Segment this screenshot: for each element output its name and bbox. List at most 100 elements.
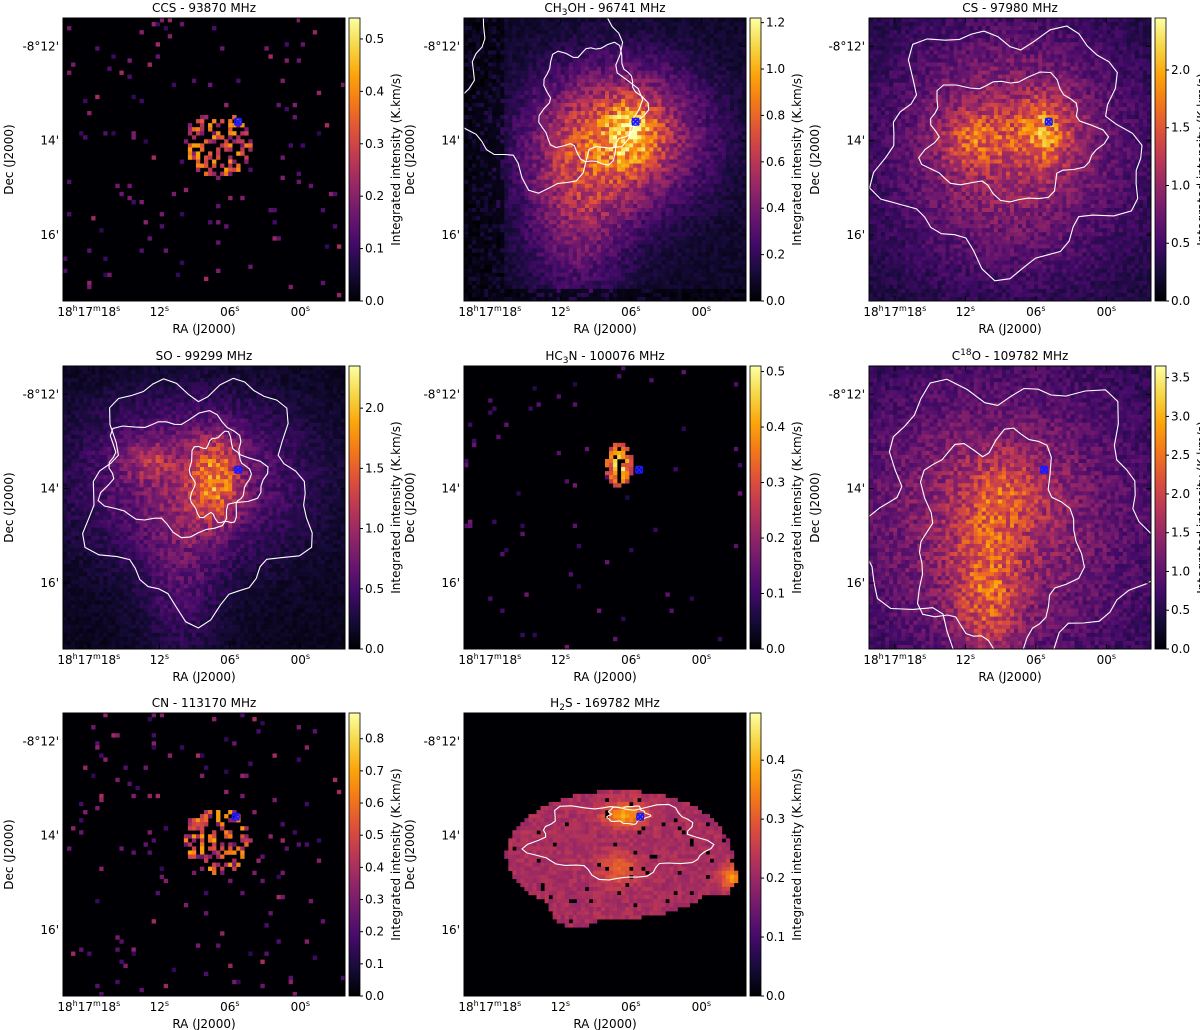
- colorbar-tick-label: 1.2: [766, 16, 785, 30]
- colorbar-tick-label: 0.6: [766, 155, 785, 169]
- colorbar-tick-label: 0.3: [766, 476, 785, 490]
- colorbar-label: Integrated intensity (K.km/s): [389, 768, 403, 940]
- axes-frame: [62, 365, 346, 650]
- panel-title: CN - 113170 MHz: [152, 696, 257, 710]
- colorbar-tick-label: 0.4: [365, 84, 384, 98]
- panel-title: HC3N - 100076 MHz: [545, 349, 664, 366]
- colorbar-tick-label: 0.3: [365, 137, 384, 151]
- x-tick-label: 12s: [150, 652, 169, 667]
- colorbar-tick-label: 2.0: [1171, 63, 1190, 77]
- colorbar-tick-label: 0.0: [365, 642, 384, 656]
- x-tick-label: 12s: [551, 304, 570, 319]
- panel-title: SO - 99299 MHz: [156, 349, 253, 363]
- y-tick-label: -8°12': [423, 734, 460, 748]
- y-tick-label: 14': [441, 134, 460, 148]
- colorbar-label: Integrated intensity (K.km/s): [1195, 421, 1200, 593]
- x-axis-label: RA (J2000): [978, 670, 1041, 684]
- axes-frame: [463, 712, 747, 997]
- colorbar-tick-label: 0.5: [766, 365, 785, 379]
- colorbar-tick-label: 0.0: [766, 989, 785, 1003]
- colorbar-tick-label: 0.2: [365, 189, 384, 203]
- colorbar-tick-label: 3.5: [1171, 371, 1190, 385]
- panel-title: CH3OH - 96741 MHz: [544, 1, 665, 18]
- colorbar-tick-label: 2.5: [1171, 448, 1190, 462]
- x-tick-label: 06s: [220, 652, 239, 667]
- panel-title: CS - 97980 MHz: [962, 1, 1058, 15]
- intensity-map: [63, 18, 345, 301]
- panel-title: H2S - 169782 MHz: [550, 696, 660, 713]
- y-tick-label: 16': [441, 576, 460, 590]
- colorbar-tick-label: 3.0: [1171, 409, 1190, 423]
- y-tick-label: 16': [40, 576, 59, 590]
- colorbar-label: Integrated intensity (K.km/s): [790, 421, 804, 593]
- colorbar-tick-label: 0.1: [766, 587, 785, 601]
- panel-8: H2S - 169782 MHz 18h17m18s 12s 06s 00s -8°12'…: [403, 696, 804, 1030]
- x-tick-label: 18h17m18s: [863, 304, 926, 319]
- x-tick-label: 00s: [692, 999, 711, 1014]
- x-tick-label: 18h17m18s: [863, 652, 926, 667]
- y-tick-label: -8°12': [423, 39, 460, 53]
- x-tick-label: 06s: [621, 652, 640, 667]
- y-tick-label: 16': [40, 228, 59, 242]
- colorbar-tick-label: 0.8: [766, 108, 785, 122]
- x-tick-label: 12s: [150, 304, 169, 319]
- x-tick-label: 06s: [220, 304, 239, 319]
- x-tick-label: 00s: [291, 652, 310, 667]
- colorbar-tick-label: 0.2: [365, 925, 384, 939]
- colorbar-tick-label: 2.0: [365, 401, 384, 415]
- y-tick-label: 14': [441, 829, 460, 843]
- x-tick-label: 00s: [692, 304, 711, 319]
- colorbar-tick-label: 0.0: [766, 294, 785, 308]
- source-marker: [1039, 465, 1049, 475]
- y-axis-label: Dec (J2000): [808, 472, 822, 542]
- colorbar-tick-label: 0.1: [766, 930, 785, 944]
- y-tick-label: 16': [441, 228, 460, 242]
- y-tick-label: 16': [40, 923, 59, 937]
- x-tick-label: 06s: [1026, 304, 1045, 319]
- source-marker: [631, 117, 640, 127]
- x-axis-label: RA (J2000): [573, 670, 636, 684]
- source-marker: [233, 465, 243, 475]
- intensity-map: [63, 713, 345, 996]
- colorbar-label: Integrated intensity (K.km/s): [1195, 73, 1200, 245]
- panel-7: CN - 113170 MHz 18h17m18s 12s 06s 00s -8°12' 1…: [2, 696, 403, 1030]
- x-axis-label: RA (J2000): [172, 322, 235, 336]
- colorbar-tick-label: 0.3: [365, 893, 384, 907]
- x-tick-label: 06s: [1026, 652, 1045, 667]
- y-tick-label: 14': [40, 482, 59, 496]
- colorbar-label: Integrated intensity (K.km/s): [389, 421, 403, 593]
- y-tick-label: 14': [846, 134, 865, 148]
- x-tick-label: 06s: [621, 304, 640, 319]
- colorbar-tick-label: 0.2: [766, 531, 785, 545]
- colorbar-tick-label: 0.0: [365, 294, 384, 308]
- colorbar-tick-label: 0.4: [766, 753, 785, 767]
- colorbar-label: Integrated intensity (K.km/s): [790, 73, 804, 245]
- colorbar-tick-label: 1.5: [1171, 526, 1190, 540]
- x-tick-label: 06s: [220, 999, 239, 1014]
- y-axis-label: Dec (J2000): [2, 124, 16, 194]
- colorbar: [749, 712, 762, 997]
- colorbar-tick-label: 1.5: [365, 461, 384, 475]
- colorbar-tick-label: 1.0: [766, 62, 785, 76]
- y-tick-label: 14': [441, 482, 460, 496]
- colorbar-tick-label: 1.5: [1171, 121, 1190, 135]
- x-axis-label: RA (J2000): [573, 322, 636, 336]
- colorbar: [1154, 365, 1167, 650]
- panel-5: HC3N - 100076 MHz 18h17m18s 12s 06s 00s -8°12…: [403, 349, 804, 684]
- colorbar: [348, 17, 361, 302]
- colorbar-tick-label: 0.2: [766, 871, 785, 885]
- source-marker: [636, 812, 645, 822]
- panel-1: CCS - 93870 MHz 18h17m18s 12s 06s 00s -8°12' 1…: [2, 1, 403, 336]
- colorbar-label: Integrated intensity (K.km/s): [389, 73, 403, 245]
- colorbar-tick-label: 0.0: [1171, 294, 1190, 308]
- colorbar-tick-label: 0.5: [365, 582, 384, 596]
- y-axis-label: Dec (J2000): [2, 819, 16, 889]
- x-tick-label: 00s: [291, 304, 310, 319]
- panel-3: CS - 97980 MHz 18h17m18s 12s 06s 00s -8°12' 14…: [808, 1, 1200, 336]
- colorbar-tick-label: 0.4: [766, 420, 785, 434]
- y-tick-label: -8°12': [22, 387, 59, 401]
- intensity-map: [869, 18, 1151, 301]
- colorbar-tick-label: 0.7: [365, 764, 384, 778]
- x-axis-label: RA (J2000): [573, 1017, 636, 1030]
- y-tick-label: -8°12': [423, 387, 460, 401]
